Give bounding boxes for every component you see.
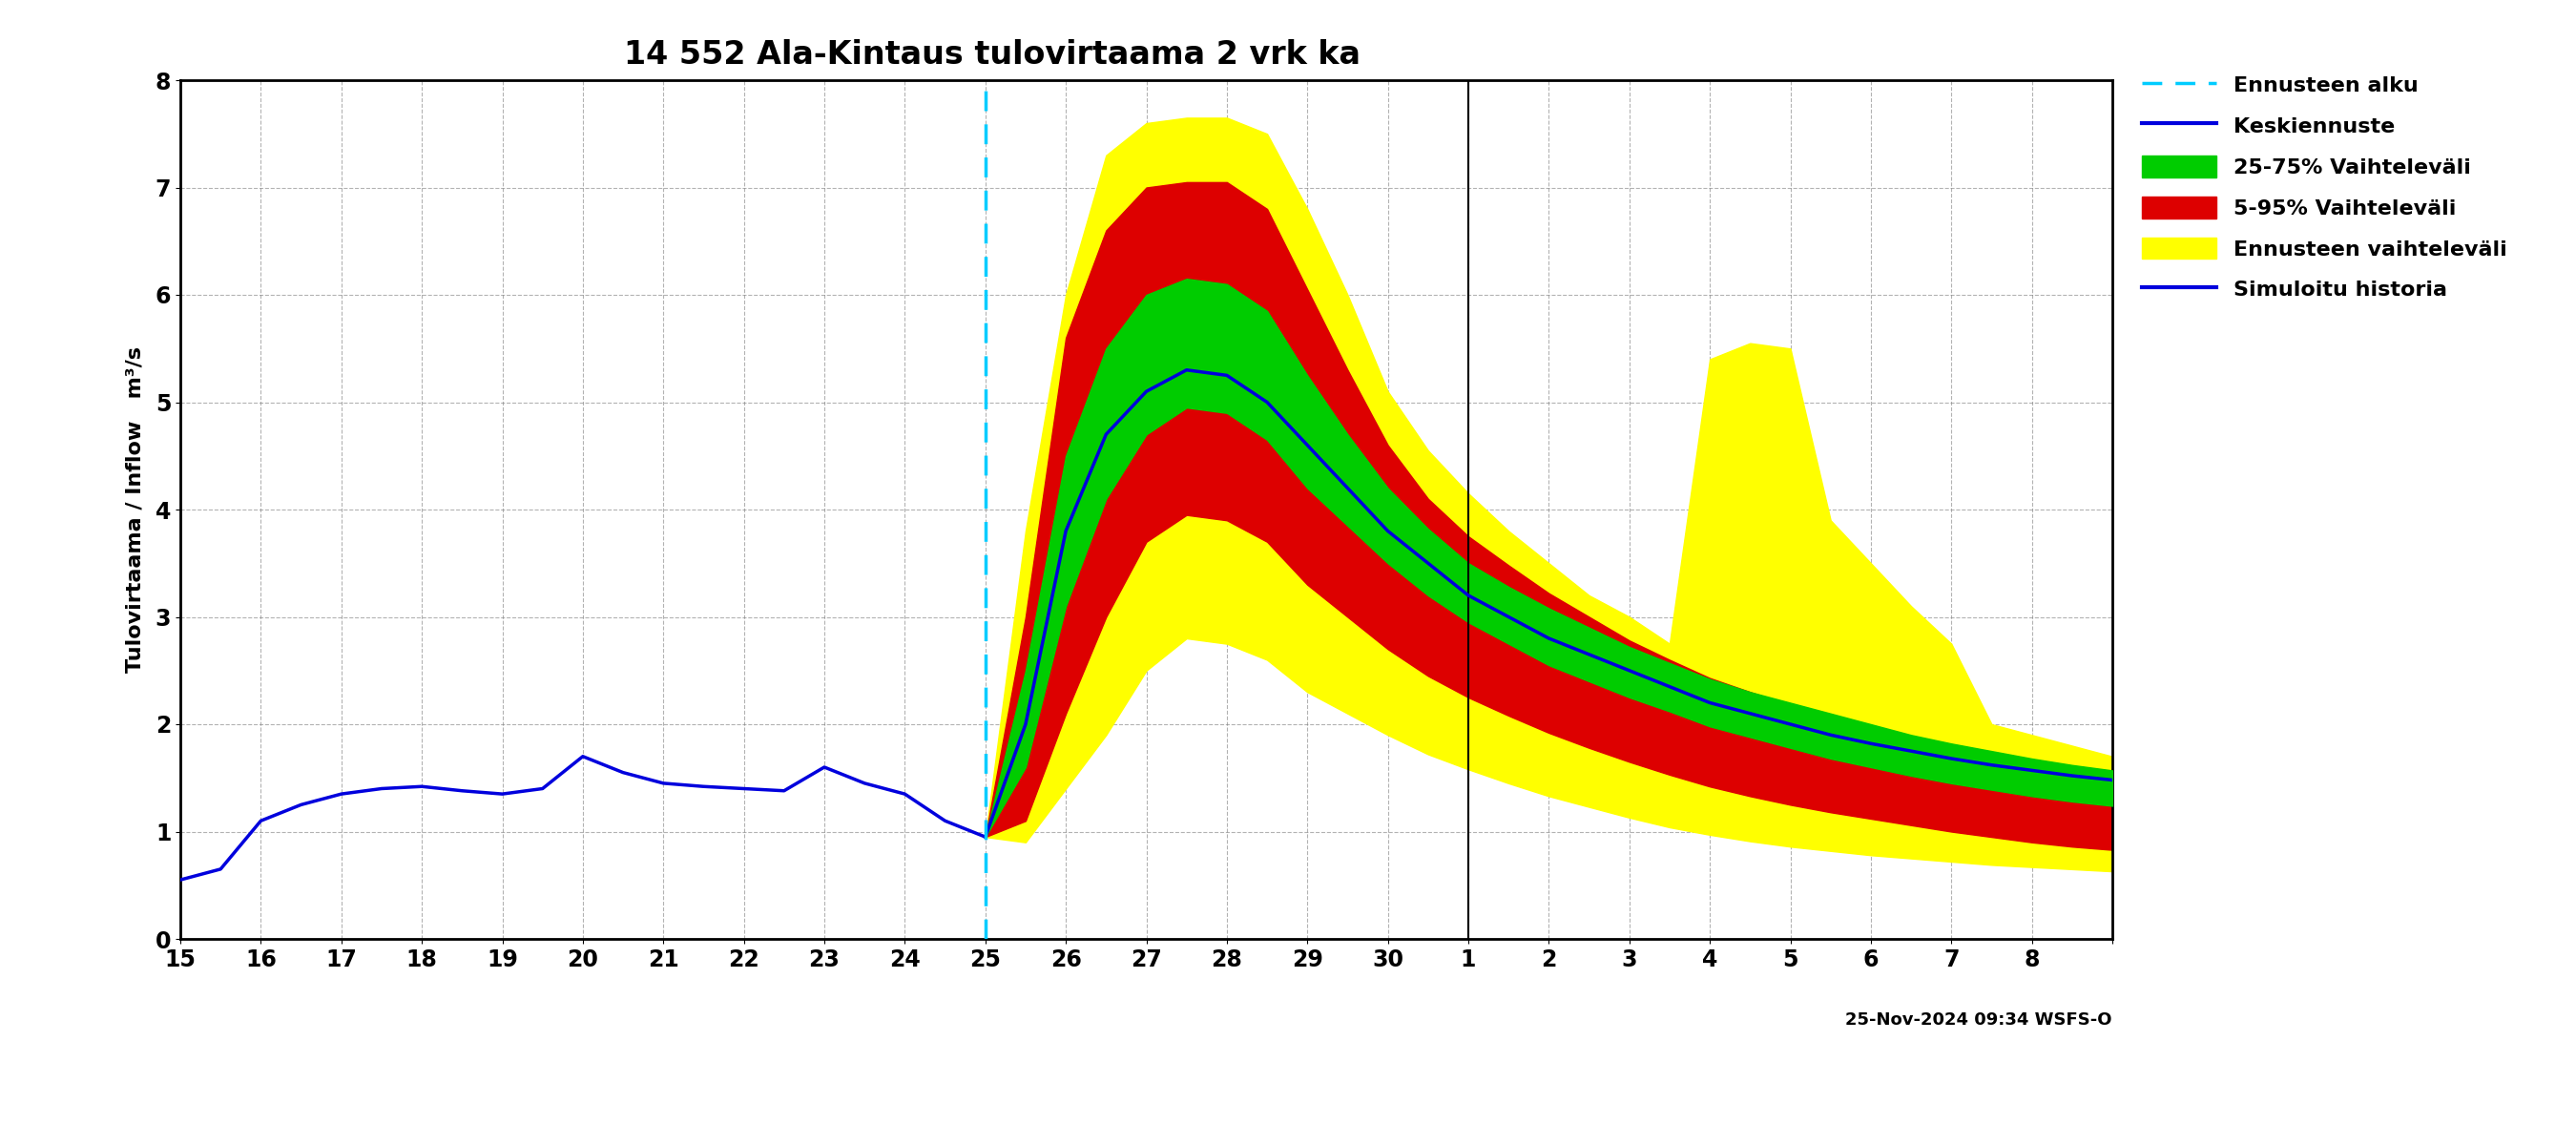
Text: 25-Nov-2024 09:34 WSFS-O: 25-Nov-2024 09:34 WSFS-O: [1844, 1012, 2112, 1029]
Title: 14 552 Ala-Kintaus tulovirtaama 2 vrk ka: 14 552 Ala-Kintaus tulovirtaama 2 vrk ka: [623, 39, 1360, 71]
Y-axis label: Tulovirtaama / Inflow   m³/s: Tulovirtaama / Inflow m³/s: [126, 346, 144, 672]
Legend: Ennusteen alku, Keskiennuste, 25-75% Vaihteleväli, 5-95% Vaihteleväli, Ennusteen: Ennusteen alku, Keskiennuste, 25-75% Vai…: [2143, 73, 2506, 300]
